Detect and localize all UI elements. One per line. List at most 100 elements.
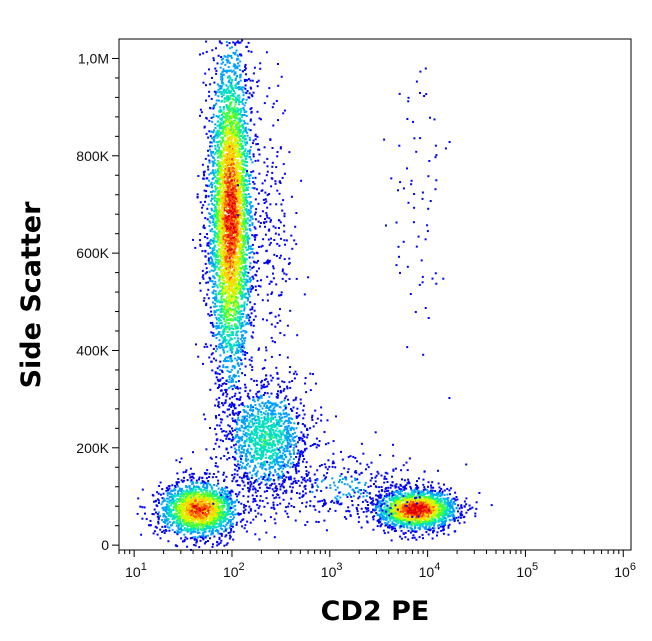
event-dot	[225, 274, 228, 277]
event-dot	[218, 114, 221, 117]
event-dot	[179, 487, 181, 490]
event-dot	[204, 516, 207, 519]
event-dot	[223, 209, 226, 212]
event-dot	[232, 133, 235, 136]
event-dot	[233, 119, 236, 122]
event-dot	[230, 140, 233, 143]
event-dot	[238, 112, 241, 115]
event-dot	[250, 158, 253, 161]
event-dot	[213, 334, 216, 337]
event-dot	[226, 191, 229, 194]
event-dot	[191, 482, 194, 485]
event-dot	[225, 116, 228, 119]
event-dot	[219, 290, 222, 293]
event-dot	[226, 513, 229, 516]
event-dot	[222, 155, 225, 158]
event-dot	[162, 513, 165, 516]
event-dot	[250, 111, 253, 114]
event-dot	[210, 457, 213, 460]
event-dot	[240, 318, 242, 321]
event-dot	[230, 254, 233, 256]
event-dot	[228, 295, 231, 298]
event-dot	[252, 324, 255, 327]
event-dot	[216, 222, 219, 225]
event-dot	[228, 175, 231, 178]
event-dot	[243, 274, 246, 277]
event-dot	[213, 313, 216, 316]
event-dot	[211, 506, 214, 508]
event-dot	[193, 502, 196, 505]
event-dot	[223, 92, 226, 95]
event-dot	[245, 115, 248, 117]
event-dot	[218, 536, 221, 539]
event-dot	[177, 526, 180, 529]
event-dot	[243, 307, 246, 310]
event-dot	[176, 505, 179, 508]
event-dot	[231, 94, 234, 97]
event-dot	[156, 513, 159, 515]
event-dot	[228, 304, 231, 307]
event-dot	[242, 220, 245, 223]
event-dot	[184, 500, 187, 503]
event-dot	[225, 311, 228, 314]
event-dot	[247, 289, 249, 292]
event-dot	[232, 304, 235, 307]
event-dot	[230, 144, 233, 147]
event-dot	[249, 247, 252, 250]
event-dot	[174, 502, 177, 505]
event-dot	[224, 197, 227, 200]
event-dot	[182, 523, 185, 526]
event-dot	[213, 357, 215, 360]
event-dot	[189, 501, 192, 504]
event-dot	[229, 207, 232, 210]
event-dot	[188, 524, 191, 527]
event-dot	[215, 102, 218, 105]
event-dot	[161, 519, 164, 521]
event-dot	[202, 299, 205, 302]
event-dot	[244, 253, 247, 256]
event-dot	[223, 382, 226, 385]
event-dot	[240, 269, 243, 272]
event-dot	[254, 509, 257, 512]
event-dot	[243, 214, 246, 217]
event-dot	[229, 535, 232, 538]
event-dot	[172, 520, 175, 523]
event-dot	[242, 324, 245, 327]
event-dot	[235, 197, 238, 200]
event-dot	[195, 479, 198, 482]
event-dot	[157, 492, 160, 495]
event-dot	[215, 115, 218, 118]
event-dot	[234, 167, 237, 170]
event-dot	[210, 145, 213, 148]
event-dot	[222, 61, 224, 64]
event-dot	[219, 523, 222, 526]
event-dot	[208, 356, 211, 359]
event-dot	[232, 88, 234, 91]
event-dot	[226, 183, 229, 186]
event-dot	[217, 226, 220, 229]
event-dot	[223, 166, 226, 168]
event-dot	[252, 177, 254, 179]
event-dot	[252, 170, 255, 173]
event-dot	[162, 529, 165, 532]
event-dot	[212, 107, 215, 110]
event-dot	[223, 175, 226, 178]
event-dot	[171, 528, 174, 531]
event-dot	[212, 217, 215, 220]
event-dot	[215, 398, 218, 401]
event-dot	[215, 316, 218, 319]
event-dot	[190, 487, 193, 490]
event-dot	[210, 310, 213, 313]
event-dot	[233, 207, 236, 210]
event-dot	[216, 168, 219, 171]
event-dot	[224, 490, 226, 493]
event-dot	[179, 500, 182, 502]
event-dot	[194, 508, 197, 511]
event-dot	[214, 258, 217, 261]
event-dot	[213, 204, 216, 206]
event-dot	[171, 489, 173, 492]
event-dot	[175, 520, 178, 523]
event-dot	[226, 502, 229, 505]
event-dot	[238, 162, 241, 165]
event-dot	[218, 538, 221, 541]
